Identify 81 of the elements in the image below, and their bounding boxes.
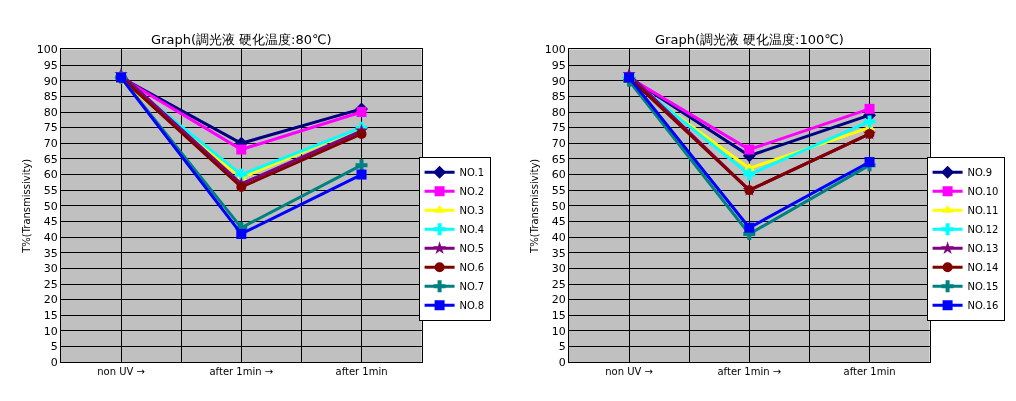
y-tick-label: 45 <box>43 215 58 229</box>
y-tick-label: 60 <box>43 168 58 182</box>
y-axis-title: T%(Transmissivity) <box>20 158 32 254</box>
legend-label: NO.10 <box>967 186 999 198</box>
x-tick-label: after 1min → <box>717 366 782 378</box>
y-tick-label: 75 <box>551 121 566 135</box>
y-tick-label: 0 <box>50 356 58 370</box>
legend-label: NO.15 <box>967 281 999 293</box>
y-tick-label: 50 <box>551 199 566 213</box>
y-tick-label: 10 <box>43 324 58 338</box>
y-tick-label: 20 <box>551 293 566 307</box>
y-tick-label: 90 <box>43 74 58 88</box>
point <box>356 169 367 180</box>
x-tick-label: non UV → <box>97 366 145 378</box>
legend-label: NO.1 <box>459 167 485 179</box>
chart-title: Graph(調光液 硬化温度:100℃) <box>655 32 844 47</box>
point <box>236 182 247 193</box>
y-tick-label: 55 <box>551 184 566 198</box>
point <box>356 128 367 139</box>
point <box>864 157 875 168</box>
y-tick-label: 25 <box>43 277 58 291</box>
y-tick-label: 85 <box>551 90 566 104</box>
point <box>744 144 755 155</box>
y-tick-label: 65 <box>551 152 566 166</box>
y-tick-label: 35 <box>551 246 566 260</box>
y-tick-label: 100 <box>544 43 566 57</box>
y-tick-label: 60 <box>551 168 566 182</box>
point <box>863 115 876 128</box>
x-tick-label: after 1min <box>843 366 896 378</box>
y-tick-label: 40 <box>43 230 58 244</box>
point <box>236 228 247 239</box>
legend-label: NO.13 <box>967 243 999 255</box>
y-tick-label: 10 <box>551 324 566 338</box>
point <box>235 168 248 181</box>
point <box>744 222 755 233</box>
legend-label: NO.4 <box>459 224 485 236</box>
legend-label: NO.12 <box>967 224 999 236</box>
point <box>864 103 875 114</box>
point <box>356 107 367 118</box>
point <box>236 144 247 155</box>
y-tick-label: 15 <box>551 309 566 323</box>
y-tick-label: 65 <box>43 152 58 166</box>
legend-label: NO.5 <box>459 243 485 255</box>
x-tick-label: after 1min → <box>209 366 274 378</box>
y-tick-label: 25 <box>551 277 566 291</box>
legend-label: NO.16 <box>967 300 999 312</box>
y-tick-label: 5 <box>50 340 58 354</box>
y-tick-label: 70 <box>551 137 566 151</box>
y-tick-label: 5 <box>558 340 566 354</box>
legend-label: NO.2 <box>459 186 485 198</box>
legend-label: NO.3 <box>459 205 485 217</box>
y-tick-label: 95 <box>43 58 58 72</box>
y-tick-label: 30 <box>551 262 566 276</box>
y-axis-title: T%(Transmissivity) <box>528 158 540 254</box>
legend-label: NO.7 <box>459 281 485 293</box>
x-tick-label: non UV → <box>605 366 653 378</box>
legend-label: NO.8 <box>459 300 485 312</box>
legend-label: NO.9 <box>967 167 993 179</box>
y-tick-label: 30 <box>43 262 58 276</box>
y-tick-label: 0 <box>558 356 566 370</box>
y-tick-label: 95 <box>551 58 566 72</box>
y-tick-label: 80 <box>551 105 566 119</box>
x-tick-label: after 1min <box>335 366 388 378</box>
y-tick-label: 35 <box>43 246 58 260</box>
y-tick-label: 45 <box>551 215 566 229</box>
y-tick-label: 20 <box>43 293 58 307</box>
y-tick-label: 55 <box>43 184 58 198</box>
y-tick-label: 70 <box>43 137 58 151</box>
y-tick-label: 100 <box>36 43 58 57</box>
legend-label: NO.14 <box>967 262 999 274</box>
y-tick-label: 85 <box>43 90 58 104</box>
y-tick-label: 40 <box>551 230 566 244</box>
y-tick-label: 80 <box>43 105 58 119</box>
point <box>743 168 756 181</box>
y-tick-label: 15 <box>43 309 58 323</box>
y-tick-label: 90 <box>551 74 566 88</box>
legend-label: NO.11 <box>967 205 999 217</box>
y-tick-label: 50 <box>43 199 58 213</box>
legend-label: NO.6 <box>459 262 485 274</box>
y-tick-label: 75 <box>43 121 58 135</box>
chart-title: Graph(調光液 硬化温度:80℃) <box>151 32 332 47</box>
